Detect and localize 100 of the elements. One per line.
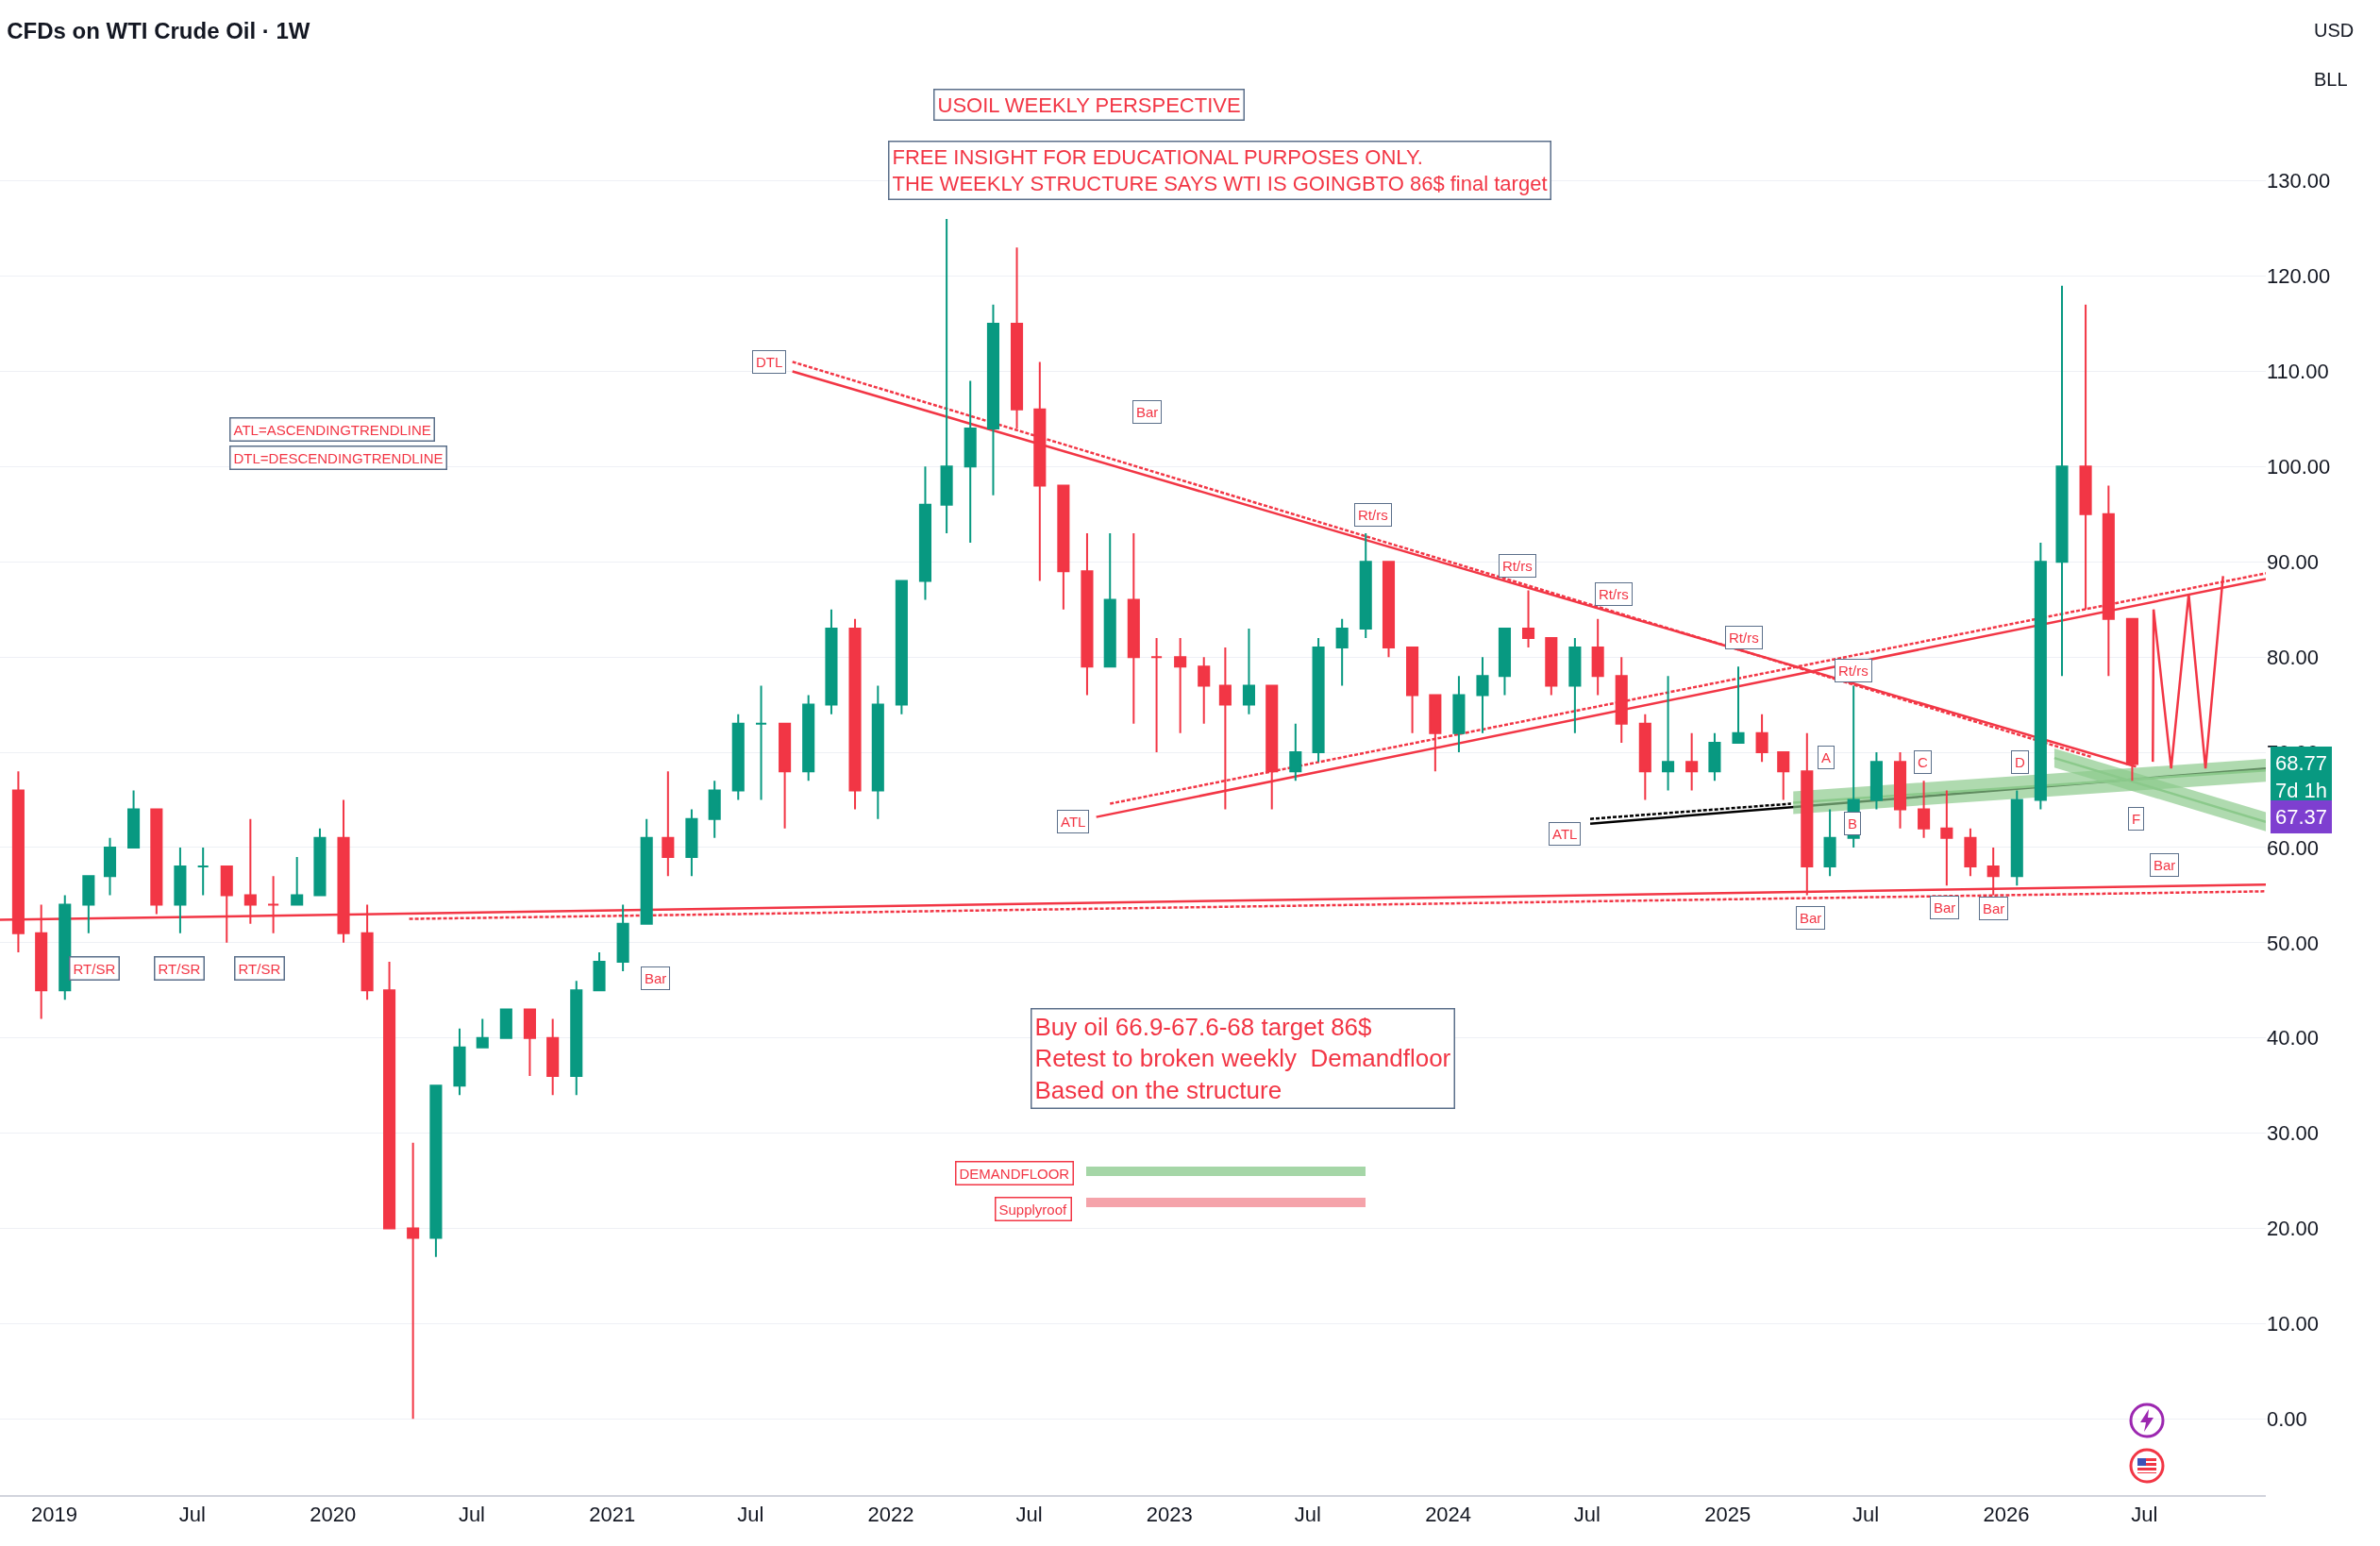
candlestick: [1081, 531, 1094, 697]
candlestick: [1638, 713, 1651, 801]
candlestick: [523, 1008, 536, 1078]
y-tick-label: 50.00: [2267, 931, 2320, 955]
candlestick: [499, 1008, 512, 1039]
x-tick-label: 2025: [1704, 1503, 1751, 1527]
x-tick-label: 2026: [1983, 1503, 2030, 1527]
candlestick: [616, 903, 629, 973]
text: USD: [2314, 20, 2355, 41]
candlestick: [708, 780, 721, 839]
text: BLL: [2314, 69, 2348, 90]
x-tick-label: 2023: [1146, 1503, 1193, 1527]
annotation: RT/SR: [238, 960, 281, 977]
annotation: Bar: [1800, 910, 1822, 926]
candlestick: [1545, 636, 1558, 697]
annotation: Bar: [1983, 900, 2005, 916]
candlestick: [1429, 694, 1442, 773]
candlestick: [1174, 636, 1187, 734]
annotation: Rt/rs: [1502, 558, 1533, 574]
candlestick: [1198, 656, 1211, 725]
candlestick: [453, 1027, 466, 1097]
candlestick: [802, 694, 815, 782]
candlestick: [1057, 484, 1070, 611]
candlestick: [429, 1084, 443, 1258]
candlestick: [1755, 713, 1768, 764]
annotation: DEMANDFLOOR: [959, 1165, 1070, 1182]
x-tick-label: Jul: [178, 1503, 206, 1527]
y-tick-label: 120.00: [2267, 264, 2331, 289]
candlestick: [1777, 751, 1790, 801]
annotation: Rt/rs: [1838, 663, 1869, 679]
annotation: B: [1848, 815, 1858, 832]
text: 68.77 7d 1h: [2275, 751, 2328, 802]
candlestick: [174, 846, 187, 934]
candlestick: [825, 608, 838, 715]
candlestick: [1452, 675, 1466, 754]
annotation: Supplyroof: [998, 1201, 1068, 1218]
annotation: RT/SR: [158, 960, 201, 977]
annotation: USOIL WEEKLY PERSPECTIVE: [937, 92, 1241, 117]
candlestick: [1150, 636, 1164, 754]
candlestick: [1498, 627, 1512, 697]
candlestick: [731, 713, 745, 801]
text: CFDs on WTI Crude Oil · 1W: [7, 18, 310, 44]
candlestick: [779, 722, 792, 830]
candlestick: [895, 580, 908, 715]
y-tick-label: 80.00: [2267, 645, 2320, 669]
candlestick: [1964, 827, 1977, 878]
x-tick-label: Jul: [1294, 1503, 1321, 1527]
annotation: RT/SR: [73, 960, 116, 977]
annotation: Rt/rs: [1358, 507, 1388, 523]
x-tick-label: Jul: [458, 1503, 485, 1527]
candlestick: [1127, 531, 1140, 725]
candlestick: [2055, 284, 2069, 678]
annotation: F: [2132, 811, 2141, 827]
candlestick: [1521, 589, 1535, 649]
candlestick: [1918, 780, 1931, 839]
x-tick-label: 2019: [30, 1503, 77, 1527]
candlestick: [407, 1141, 420, 1420]
annotation: FREE INSIGHT FOR EDUCATIONAL PURPOSES ONLY. THE WEEKLY STRUCTURE SAYS WTI IS GOINGBTO 86$ final target: [892, 144, 1548, 196]
annotation: Bar: [1136, 404, 1159, 420]
candlestick: [1406, 647, 1419, 734]
candlestick: [103, 836, 117, 897]
candlestick: [593, 950, 606, 992]
candlestick: [383, 961, 396, 1230]
annotation: ATL: [1061, 814, 1086, 830]
candlestick: [1289, 722, 1302, 782]
candlestick: [196, 846, 210, 897]
candlestick: [662, 770, 675, 878]
candlestick: [1103, 531, 1116, 668]
annotation: Rt/rs: [1729, 630, 1759, 646]
candlestick: [1242, 627, 1256, 715]
candlestick: [1335, 617, 1349, 687]
y-tick-label: 110.00: [2267, 360, 2329, 384]
y-tick-label: 60.00: [2267, 835, 2320, 860]
x-tick-label: 2022: [867, 1503, 914, 1527]
y-tick-label: 30.00: [2267, 1121, 2320, 1146]
candlestick: [1823, 808, 1836, 878]
y-tick-label: 40.00: [2267, 1026, 2320, 1050]
candlestick: [754, 684, 768, 801]
candlestick: [1615, 656, 1628, 744]
x-tick-label: Jul: [1015, 1503, 1043, 1527]
candlestick: [918, 465, 932, 601]
annotation: DTL: [756, 354, 783, 370]
text: 67.37: [2275, 805, 2328, 829]
annotation: Rt/rs: [1599, 586, 1629, 602]
candlestick: [570, 980, 583, 1097]
y-tick-label: 100.00: [2267, 455, 2331, 479]
candlestick: [986, 303, 1000, 496]
candlestick: [1685, 731, 1699, 792]
candlestick: [1312, 636, 1325, 764]
candlestick: [1662, 675, 1675, 792]
y-tick-label: 130.00: [2267, 169, 2331, 193]
candlestick: [1591, 617, 1604, 697]
y-tick-label: 10.00: [2267, 1312, 2320, 1336]
annotation: D: [2015, 754, 2025, 770]
candlestick: [940, 218, 953, 534]
annotation: A: [1821, 749, 1832, 765]
annotation: DTL=DESCENDINGTRENDLINE: [233, 449, 444, 466]
candlestick: [546, 1017, 560, 1097]
candlestick: [1568, 636, 1582, 734]
candlestick: [2010, 789, 2023, 887]
